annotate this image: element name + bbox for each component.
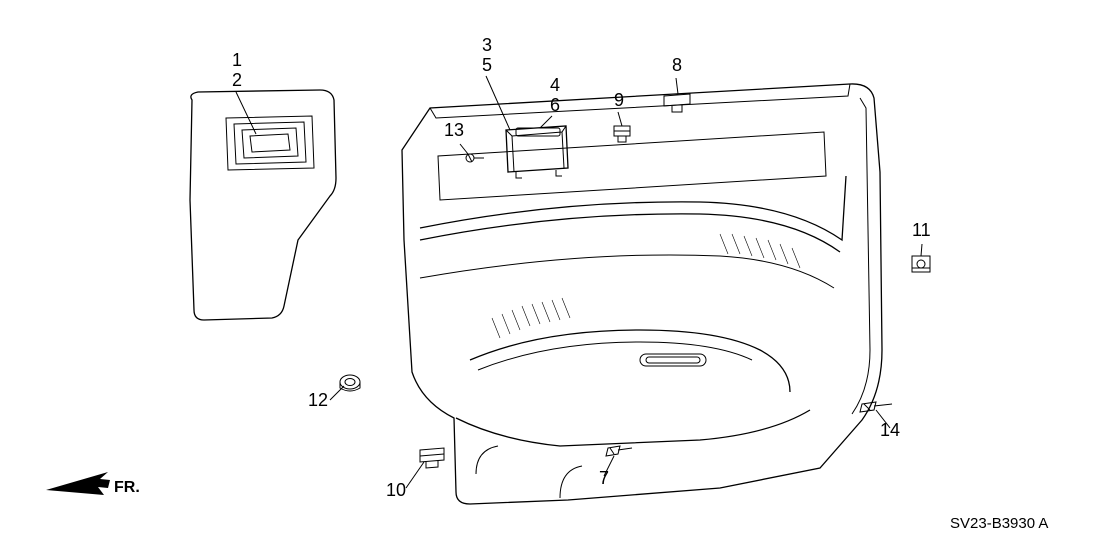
callout-12: 12 [308, 390, 328, 410]
part-clip-9 [614, 126, 630, 142]
part-clip-10 [420, 448, 444, 468]
callout-2: 2 [232, 70, 242, 90]
front-label: FR. [114, 479, 140, 496]
part-screw-13 [466, 154, 484, 162]
callout-11: 11 [912, 220, 931, 240]
part-pocket [506, 126, 568, 178]
callout-5: 5 [482, 55, 492, 75]
part-grommet-12 [340, 375, 360, 391]
part-side-lining [402, 84, 882, 504]
callout-7: 7 [599, 468, 609, 488]
front-arrow: FR. [46, 472, 140, 496]
callout-leaders [236, 76, 922, 488]
diagram-code: SV23-B3930 A [950, 515, 1048, 532]
callout-13: 13 [444, 120, 464, 140]
callout-6: 6 [550, 95, 560, 115]
callout-1: 1 [232, 50, 242, 70]
callout-labels: 1 2 3 5 4 6 8 9 13 11 12 10 7 14 [232, 35, 931, 500]
callout-10: 10 [386, 480, 406, 500]
callout-14: 14 [880, 420, 900, 440]
parts-diagram: FR. SV23-B3930 A [0, 0, 1108, 553]
part-pad [190, 90, 336, 320]
part-clip-8 [664, 94, 690, 112]
part-clip-11 [912, 256, 930, 272]
callout-4: 4 [550, 75, 560, 95]
part-screw-7 [606, 446, 632, 456]
callout-9: 9 [614, 90, 624, 110]
callout-8: 8 [672, 55, 682, 75]
callout-3: 3 [482, 35, 492, 55]
